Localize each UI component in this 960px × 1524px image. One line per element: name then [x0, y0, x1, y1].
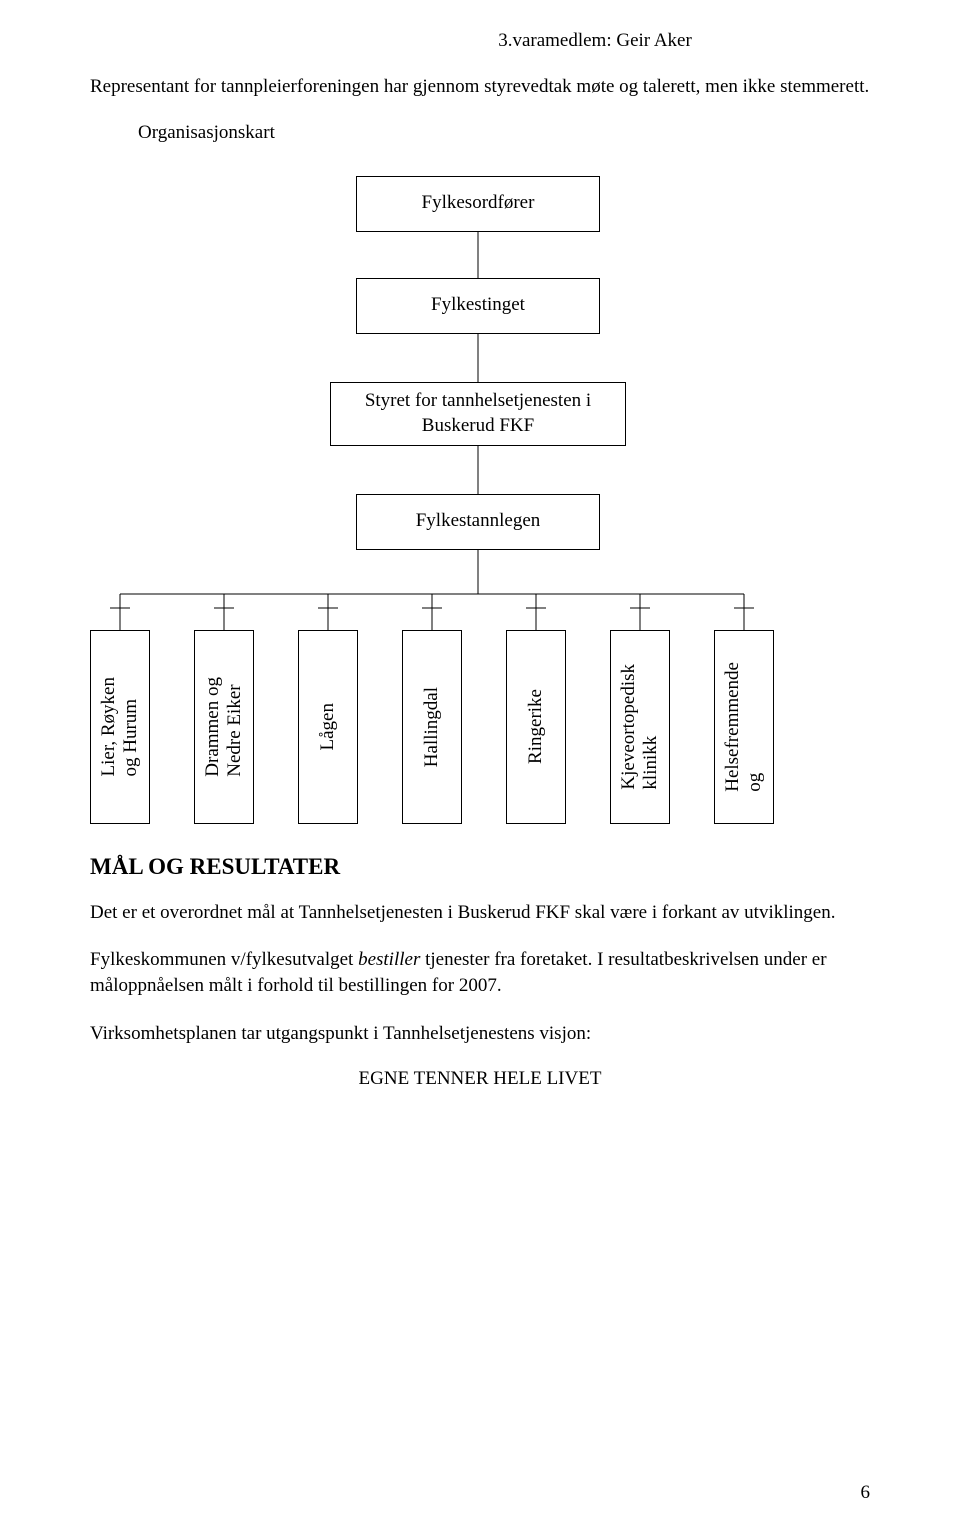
- orgchart-heading: Organisasjonskart: [138, 122, 870, 144]
- org-leaf: Drammen og Nedre Eiker: [194, 630, 254, 824]
- org-leaf: Ringerike: [506, 630, 566, 824]
- org-node: Styret for tannhelsetjenesten iBuskerud …: [330, 382, 626, 446]
- results-paragraph-3: Virksomhetsplanen tar utgangspunkt i Tan…: [90, 1021, 870, 1047]
- results-paragraph-1: Det er et overordnet mål at Tannhelsetje…: [90, 900, 870, 926]
- org-leaf: Lier, Røyken og Hurum: [90, 630, 150, 824]
- page-number: 6: [861, 1482, 871, 1504]
- org-leaf: Kjeveortopedisk klinikk: [610, 630, 670, 824]
- results-paragraph-2: Fylkeskommunen v/fylkesutvalget bestille…: [90, 947, 870, 998]
- org-leaf: Helsefremmende og: [714, 630, 774, 824]
- org-node: Fylkestinget: [356, 278, 600, 334]
- org-node: Fylkesordfører: [356, 176, 600, 232]
- varamedlem-line: 3.varamedlem: Geir Aker: [90, 30, 870, 52]
- motto: EGNE TENNER HELE LIVET: [90, 1068, 870, 1090]
- org-leaf: Hallingdal: [402, 630, 462, 824]
- section-heading-results: MÅL OG RESULTATER: [90, 854, 870, 880]
- p3-italic: bestiller: [358, 949, 420, 970]
- org-leaf: Lågen: [298, 630, 358, 824]
- orgchart: Fylkesordfører Fylkestinget Styret for tan…: [90, 176, 870, 826]
- org-node: Fylkestannlegen: [356, 494, 600, 550]
- p3-pre: Fylkeskommunen v/fylkesutvalget: [90, 949, 358, 970]
- intro-paragraph: Representant for tannpleierforeningen ha…: [90, 74, 870, 100]
